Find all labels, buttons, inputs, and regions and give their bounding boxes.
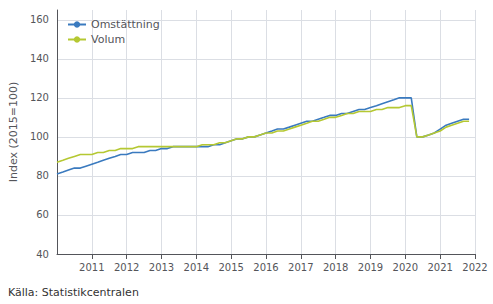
svg-text:2016: 2016 bbox=[253, 262, 278, 273]
svg-text:80: 80 bbox=[36, 170, 49, 181]
svg-text:2019: 2019 bbox=[358, 262, 383, 273]
svg-text:2015: 2015 bbox=[218, 262, 243, 273]
svg-text:2013: 2013 bbox=[149, 262, 174, 273]
svg-text:Volum: Volum bbox=[91, 33, 125, 46]
svg-text:Omstättning: Omstättning bbox=[91, 18, 160, 31]
svg-text:2022: 2022 bbox=[462, 262, 487, 273]
svg-text:100: 100 bbox=[30, 131, 49, 142]
svg-text:40: 40 bbox=[36, 249, 49, 260]
svg-text:2017: 2017 bbox=[288, 262, 313, 273]
svg-text:2011: 2011 bbox=[79, 262, 104, 273]
svg-text:2012: 2012 bbox=[114, 262, 139, 273]
svg-text:2020: 2020 bbox=[393, 262, 418, 273]
svg-text:2018: 2018 bbox=[323, 262, 348, 273]
svg-text:120: 120 bbox=[30, 92, 49, 103]
svg-text:2021: 2021 bbox=[427, 262, 452, 273]
svg-text:140: 140 bbox=[30, 53, 49, 64]
svg-text:60: 60 bbox=[36, 209, 49, 220]
svg-text:Källa: Statistikcentralen: Källa: Statistikcentralen bbox=[8, 286, 139, 299]
svg-text:Index (2015=100): Index (2015=100) bbox=[7, 82, 20, 183]
svg-text:2014: 2014 bbox=[184, 262, 209, 273]
svg-text:160: 160 bbox=[30, 14, 49, 25]
